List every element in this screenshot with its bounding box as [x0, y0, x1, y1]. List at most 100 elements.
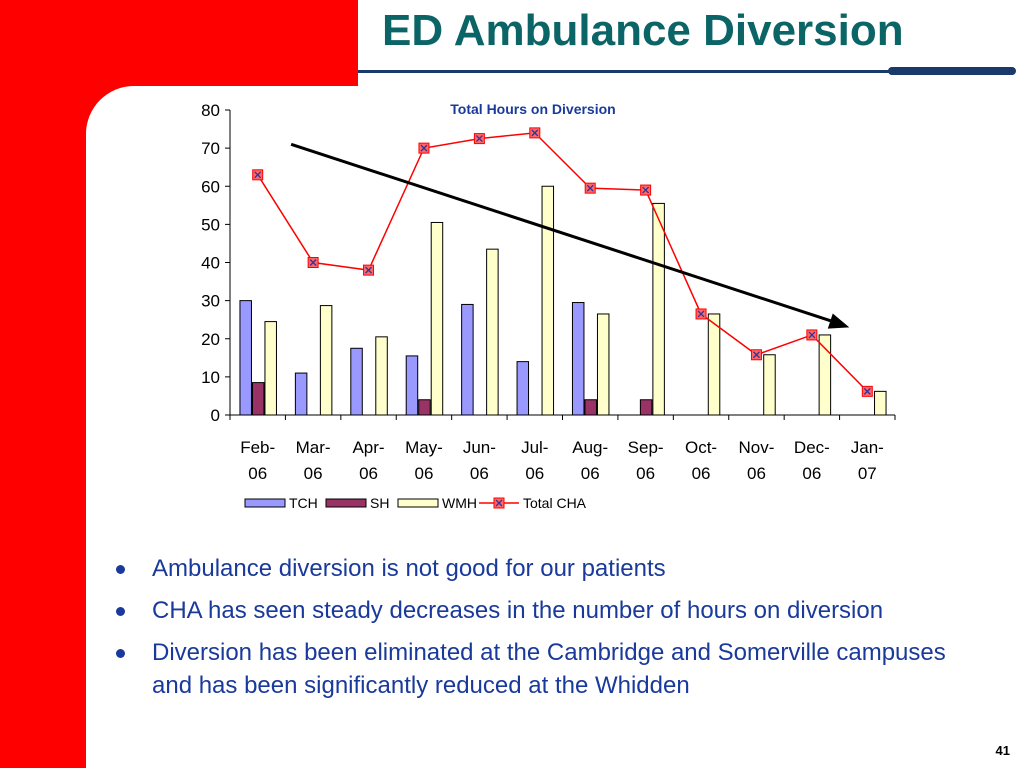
x-tick-label-line: 06 [525, 464, 544, 483]
x-tick-label-line: 06 [470, 464, 489, 483]
x-tick-label-line: Aug- [572, 438, 608, 457]
y-tick-label: 0 [211, 406, 220, 425]
bar-tch [461, 303, 474, 416]
page-number: 41 [995, 743, 1010, 758]
x-tick-label-line: Mar- [296, 438, 331, 457]
bar-wmh [264, 321, 277, 416]
x-tick-label-line: Feb- [240, 438, 275, 457]
x-tick-label-line: 07 [858, 464, 877, 483]
trend-arrow-head [827, 313, 850, 329]
legend-swatch-sh [325, 498, 367, 508]
bar-sh [418, 399, 431, 416]
total-cha-marker-cross [752, 351, 760, 359]
chart-bars [239, 185, 887, 416]
x-tick-label-line: 06 [636, 464, 655, 483]
y-tick-label: 10 [201, 368, 220, 387]
y-tick-label: 60 [201, 177, 220, 196]
bullet-dot [116, 607, 125, 616]
x-tick-label-line: 06 [692, 464, 711, 483]
legend-label: TCH [289, 495, 318, 511]
x-tick-label: Nov- 06 [739, 438, 775, 483]
legend-swatch-tch [244, 498, 286, 508]
title-underline-accent [888, 67, 1016, 75]
x-tick-label-line: Dec- [794, 438, 830, 457]
y-tick-label: 30 [201, 292, 220, 311]
bar-wmh [596, 313, 610, 416]
bar-tch [350, 347, 363, 416]
bar-wmh [375, 336, 388, 416]
legend-label: SH [370, 495, 389, 511]
x-tick-label-line: 06 [802, 464, 821, 483]
x-tick-label: Jan- 07 [851, 438, 884, 483]
total-cha-marker-cross [586, 184, 594, 192]
x-tick-label: Jul- 06 [521, 438, 548, 483]
x-tick-label-line: 06 [581, 464, 600, 483]
x-tick-label: Apr- 06 [352, 438, 384, 483]
chart-axes: 0 10 20 30 40 50 60 70 80 Feb- 06 Mar- 06 Apr- 06 May- 0… [201, 101, 896, 483]
bar-sh [639, 399, 653, 416]
bar-wmh [319, 305, 333, 416]
y-tick-label: 70 [201, 139, 220, 158]
bullet-text: Diversion has been eliminated at the Cam… [152, 639, 946, 699]
x-tick-label-line: 06 [248, 464, 267, 483]
bar-wmh [541, 185, 555, 416]
total-cha-marker-cross [254, 171, 262, 179]
bullet-text: CHA has seen steady decreases in the num… [152, 597, 884, 624]
x-tick-label-line: May- [405, 438, 443, 457]
red-side-band [0, 0, 86, 768]
chart-legend: TCH SH WMH Total CHA [244, 495, 587, 511]
y-tick-label: 80 [201, 101, 220, 120]
diversion-chart: Total Hours on Diversion 0 10 20 30 40 50 60 70… [201, 101, 896, 511]
bar-wmh [652, 202, 665, 416]
chart-title: Total Hours on Diversion [450, 101, 615, 117]
bar-wmh [874, 390, 887, 416]
x-tick-label-line: Jul- [521, 438, 548, 457]
x-tick-label: Feb- 06 [240, 438, 275, 483]
x-tick-label: Sep- 06 [628, 438, 664, 483]
x-tick-label-line: Sep- [628, 438, 664, 457]
bullet-dot [116, 565, 125, 574]
total-cha-line [257, 132, 868, 392]
y-tick-label: 40 [201, 254, 220, 273]
x-tick-label-line: Apr- [352, 438, 384, 457]
total-cha-marker-cross [365, 266, 373, 274]
x-tick-label: Aug- 06 [572, 438, 608, 483]
bar-sh [584, 399, 597, 416]
x-tick-label: Dec- 06 [794, 438, 830, 483]
total-cha-marker-cross [642, 186, 650, 194]
total-cha-marker-cross [863, 387, 871, 395]
x-tick-label-line: Jan- [851, 438, 884, 457]
legend-swatch-wmh [397, 498, 439, 508]
total-cha-marker-cross [531, 129, 539, 137]
x-tick-label: Mar- 06 [296, 438, 331, 483]
x-tick-label-line: Jun- [463, 438, 496, 457]
title-underline [358, 70, 898, 73]
legend-label: WMH [442, 495, 477, 511]
bullet-item: Ambulance diversion is not good for our … [108, 552, 988, 585]
bar-tch [516, 361, 530, 416]
total-cha-marker-cross [808, 331, 816, 339]
bullet-dot [116, 649, 125, 658]
x-tick-label-line: Oct- [685, 438, 717, 457]
slide-title: ED Ambulance Diversion [382, 6, 904, 55]
bar-wmh [707, 313, 721, 416]
bullet-text: Ambulance diversion is not good for our … [152, 555, 666, 582]
total-cha-marker-cross [475, 135, 483, 143]
bar-wmh [486, 248, 499, 416]
total-cha-marker-cross [420, 144, 428, 152]
chart-total-line [252, 127, 873, 397]
legend-swatch-cross [495, 499, 503, 507]
y-tick-label: 50 [201, 215, 220, 234]
bullet-item: Diversion has been eliminated at the Cam… [108, 636, 988, 702]
x-tick-label-line: 06 [304, 464, 323, 483]
total-cha-marker-cross [697, 310, 705, 318]
bullet-item: CHA has seen steady decreases in the num… [108, 594, 988, 627]
trend-arrow-shaft [290, 142, 836, 324]
bar-tch [294, 372, 308, 416]
bar-wmh [763, 354, 776, 416]
total-cha-marker-cross [309, 259, 317, 266]
legend-label: Total CHA [523, 495, 587, 511]
x-tick-label-line: Nov- [739, 438, 775, 457]
x-tick-label-line: 06 [747, 464, 766, 483]
bar-tch [405, 355, 419, 416]
